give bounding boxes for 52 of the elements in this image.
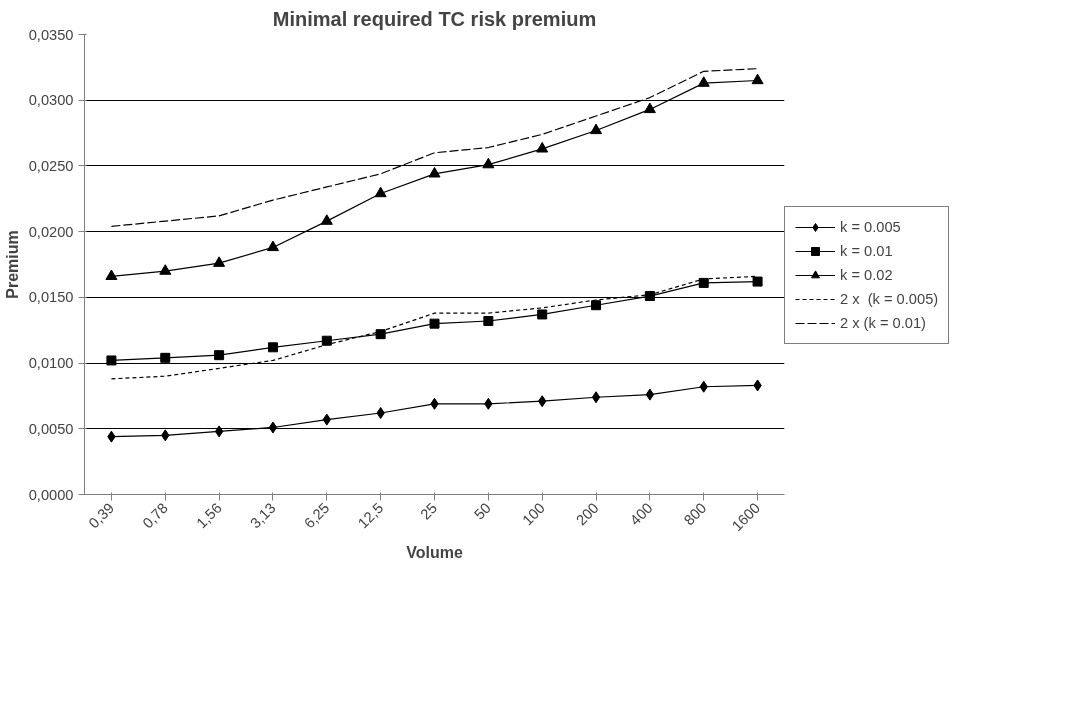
point xyxy=(483,316,494,327)
point xyxy=(429,318,440,329)
y-tick-label: 0,0350 xyxy=(28,26,74,43)
y-tick-label: 0,0100 xyxy=(28,355,74,372)
point xyxy=(321,335,332,346)
y-tick-label: 0,0200 xyxy=(28,223,74,240)
x-tick-label: 100 xyxy=(519,499,548,529)
point xyxy=(752,276,763,287)
point xyxy=(320,214,333,225)
point xyxy=(375,329,386,340)
x-tick-label: 800 xyxy=(680,499,710,529)
y-tick-label: 0,0300 xyxy=(28,92,74,109)
chart-title: Minimal required TC risk premium xyxy=(272,7,597,30)
x-tick-label: 400 xyxy=(626,499,656,529)
legend-label: k = 0.01 xyxy=(840,243,893,259)
point xyxy=(644,291,655,302)
x-tick-label: 200 xyxy=(573,499,602,529)
y-axis-title: Premium xyxy=(3,230,21,299)
point xyxy=(590,123,603,135)
point xyxy=(591,391,601,404)
y-tick-label: 0,0050 xyxy=(28,420,74,437)
point xyxy=(266,240,279,252)
point xyxy=(267,342,278,353)
point xyxy=(105,269,118,280)
point xyxy=(698,277,709,288)
point xyxy=(482,157,495,169)
y-tick-label: 0,0250 xyxy=(28,157,74,174)
legend-label: k = 0.02 xyxy=(840,267,893,283)
x-tick-label: 50 xyxy=(471,499,495,523)
point xyxy=(751,73,764,85)
y-tick-label: 0,0000 xyxy=(28,486,74,503)
point xyxy=(643,102,656,114)
y-tick-label: 0,0150 xyxy=(28,289,74,306)
legend-label: k = 0.005 xyxy=(840,219,901,235)
point xyxy=(214,350,225,361)
point xyxy=(428,166,441,178)
point xyxy=(214,425,224,438)
point xyxy=(374,186,387,198)
legend-label: 2 x (k = 0.01) xyxy=(840,315,926,331)
point xyxy=(159,264,172,275)
x-tick-label: 25 xyxy=(417,499,441,523)
legend-label: 2 x (k = 0.005) xyxy=(840,291,939,307)
x-axis-title: Volume xyxy=(406,543,463,561)
point xyxy=(213,256,226,267)
point xyxy=(645,388,655,401)
point xyxy=(268,421,278,434)
point xyxy=(536,141,549,153)
point xyxy=(160,352,171,363)
point xyxy=(106,355,117,366)
point xyxy=(697,76,710,87)
point xyxy=(591,300,602,311)
point xyxy=(537,309,548,320)
